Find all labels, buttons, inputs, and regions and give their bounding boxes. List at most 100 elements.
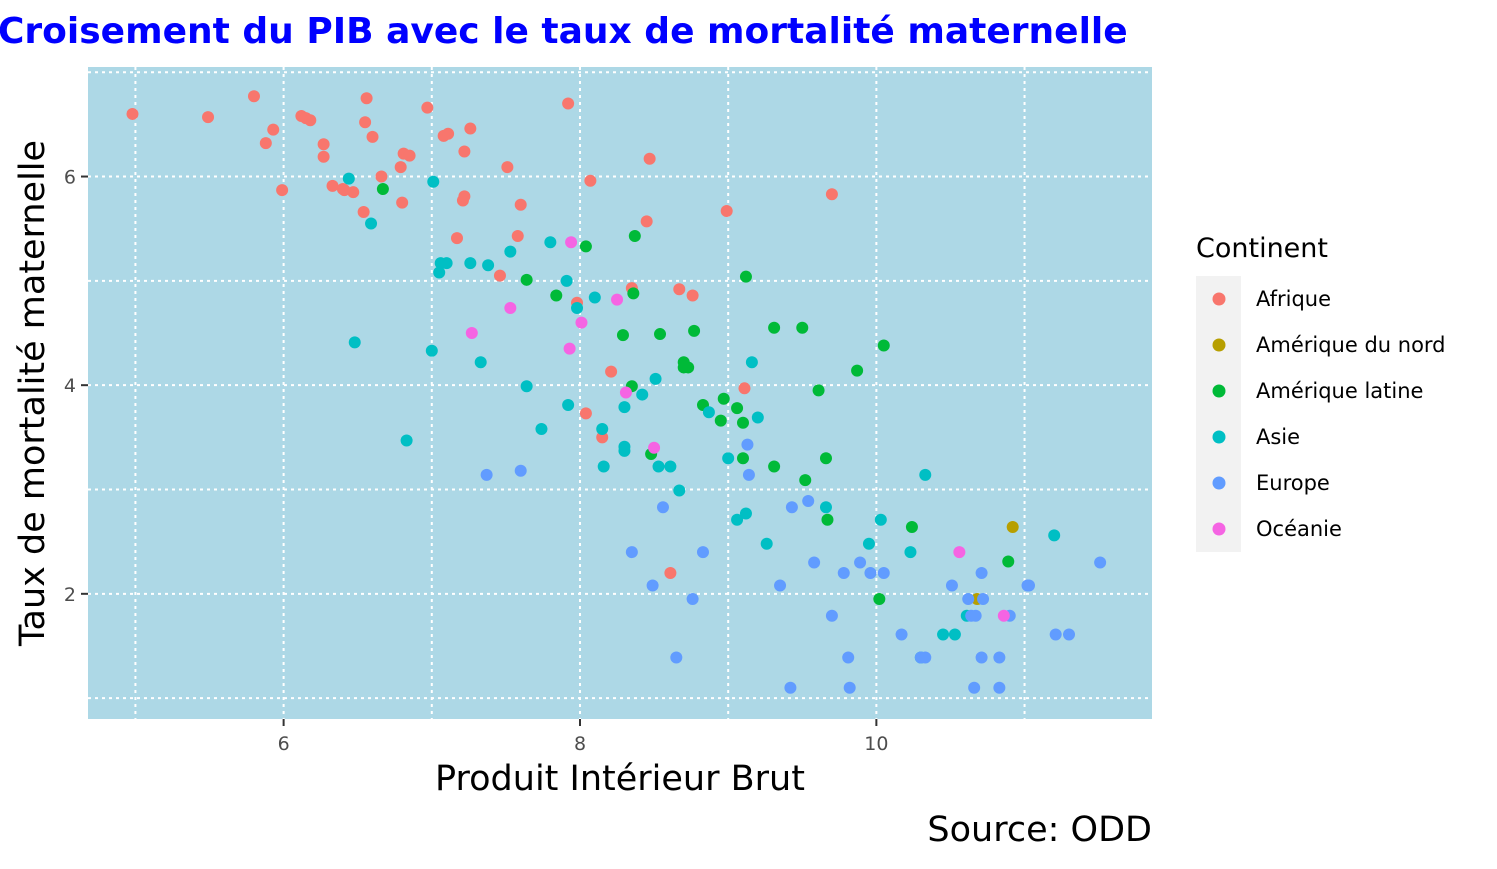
data-point: [919, 468, 932, 481]
data-point: [646, 579, 659, 592]
data-point: [1002, 555, 1015, 568]
data-point: [843, 681, 856, 694]
data-point: [482, 259, 495, 272]
data-point: [317, 150, 330, 163]
legend-key-background: [1196, 276, 1241, 552]
data-point: [664, 460, 677, 473]
data-point: [717, 392, 730, 405]
data-point: [465, 327, 478, 340]
data-point: [636, 388, 649, 401]
legend: Continent Afrique Amérique du nord Amériqu…: [1196, 233, 1446, 552]
data-point: [421, 101, 434, 114]
data-point: [579, 240, 592, 253]
x-tick-label: 8: [574, 733, 586, 755]
legend-key: [1212, 522, 1226, 536]
data-point: [904, 546, 917, 559]
data-point: [562, 398, 575, 411]
data-point: [862, 537, 875, 550]
data-point: [359, 116, 372, 129]
data-point: [648, 441, 661, 454]
data-point: [905, 521, 918, 534]
data-point: [474, 356, 487, 369]
data-point: [652, 460, 665, 473]
data-point: [738, 382, 751, 395]
data-point: [267, 123, 280, 136]
data-point: [365, 217, 378, 230]
data-point: [993, 681, 1006, 694]
data-point: [565, 236, 578, 249]
data-point: [873, 593, 886, 606]
data-point: [945, 579, 958, 592]
data-point: [627, 287, 640, 300]
data-point: [563, 342, 576, 355]
data-point: [427, 175, 440, 188]
data-point: [742, 468, 755, 481]
legend-label: Europe: [1256, 471, 1330, 495]
data-point: [440, 257, 453, 270]
data-point: [458, 145, 471, 158]
data-point: [997, 609, 1010, 622]
data-point: [714, 414, 727, 427]
data-point: [686, 289, 699, 302]
data-point: [993, 651, 1006, 664]
data-point: [760, 537, 773, 550]
data-point: [520, 273, 533, 286]
data-point: [722, 452, 735, 465]
data-point: [357, 206, 370, 219]
data-point: [736, 452, 749, 465]
data-point: [326, 179, 339, 192]
data-point: [1048, 529, 1061, 542]
data-point: [618, 401, 631, 414]
legend-key: [1212, 384, 1226, 398]
data-point: [739, 270, 752, 283]
data-point: [731, 402, 744, 415]
data-point: [953, 546, 966, 559]
data-point: [562, 97, 575, 110]
data-point: [842, 651, 855, 664]
y-tick-label: 6: [64, 167, 76, 189]
legend-title: Continent: [1196, 233, 1328, 264]
data-point: [919, 651, 932, 664]
data-point: [937, 628, 950, 641]
data-point: [596, 422, 609, 435]
data-points: [126, 90, 1107, 694]
data-point: [625, 546, 638, 559]
data-point: [877, 339, 890, 352]
data-point: [1023, 579, 1036, 592]
data-point: [501, 161, 514, 174]
data-point: [360, 92, 373, 105]
data-point: [450, 232, 463, 245]
data-point: [611, 293, 624, 306]
data-point: [975, 566, 988, 579]
x-tick-label: 6: [278, 733, 290, 755]
data-point: [670, 651, 683, 664]
data-point: [851, 364, 864, 377]
data-point: [1049, 628, 1062, 641]
y-axis-label: Taux de mortalité maternelle: [13, 140, 53, 647]
data-point: [802, 494, 815, 507]
data-point: [799, 474, 812, 487]
data-point: [649, 372, 662, 385]
data-point: [588, 291, 601, 304]
data-point: [514, 198, 527, 211]
data-point: [433, 266, 446, 279]
data-point: [819, 452, 832, 465]
caption: Source: ODD: [927, 810, 1152, 850]
data-point: [812, 384, 825, 397]
data-point: [550, 289, 563, 302]
data-point: [1063, 628, 1076, 641]
data-point: [597, 460, 610, 473]
data-point: [605, 365, 618, 378]
data-point: [640, 215, 653, 228]
data-point: [511, 229, 524, 242]
data-point: [560, 274, 573, 287]
data-point: [276, 184, 289, 197]
data-point: [741, 438, 754, 451]
y-tick-label: 2: [64, 584, 76, 606]
data-point: [768, 460, 781, 473]
data-point: [400, 434, 413, 447]
legend-key: [1212, 476, 1226, 490]
data-point: [317, 138, 330, 151]
data-point: [493, 269, 506, 282]
